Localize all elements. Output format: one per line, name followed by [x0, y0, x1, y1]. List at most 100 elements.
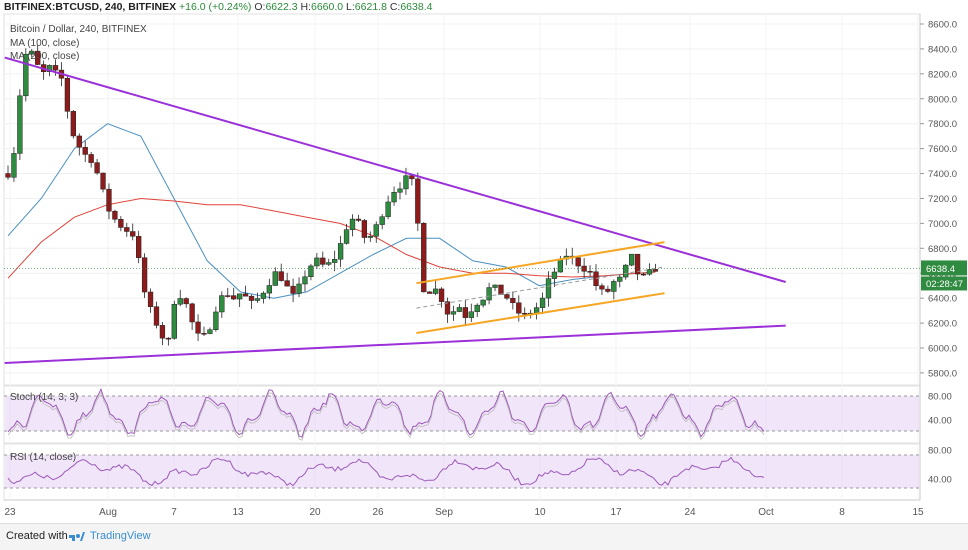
candle [272, 271, 278, 286]
candle [52, 65, 59, 71]
candle [296, 283, 302, 294]
tradingview-link[interactable]: TradingView [90, 530, 151, 542]
candle [516, 302, 522, 314]
rsi-tick-label: 40.00 [928, 475, 952, 486]
legend-ma200[interactable]: MA (200, close) [10, 51, 80, 62]
y-tick-label: 5800.0 [928, 368, 957, 379]
candle [236, 293, 243, 300]
x-tick-label: 26 [372, 507, 384, 518]
candle [403, 175, 409, 190]
y-tick-label: 6000.0 [928, 344, 957, 355]
symbol-name: BITFINEX:BTCUSD, 240, BITFINEX [4, 1, 177, 13]
candle [480, 299, 486, 306]
candle [70, 111, 76, 137]
candle [587, 271, 593, 273]
candle [557, 258, 564, 273]
candle [76, 135, 82, 148]
y-tick-label: 6400.0 [928, 294, 957, 305]
candle [326, 262, 332, 265]
open-label: O: [254, 1, 266, 13]
rsi-line [7, 456, 765, 487]
y-tick-label: 7600.0 [928, 144, 957, 155]
y-tick-label: 7000.0 [928, 219, 957, 230]
candle [88, 154, 94, 163]
legend-ma100[interactable]: MA (100, close) [10, 38, 80, 49]
price-pane [3, 13, 921, 386]
candle [314, 257, 320, 267]
ma200-line [7, 197, 656, 279]
candle [201, 333, 207, 335]
candle [628, 253, 635, 266]
candle [254, 298, 261, 301]
open-value: 6622.3 [265, 1, 298, 13]
candle [427, 291, 433, 294]
candle [302, 276, 308, 285]
x-tick-label: 20 [309, 507, 321, 518]
candle [617, 276, 623, 282]
rsi-label[interactable]: RSI (14, close) [10, 452, 77, 463]
candle [415, 178, 421, 224]
candle [290, 285, 296, 294]
candle [177, 298, 183, 305]
candle [94, 162, 100, 174]
candle [367, 236, 373, 238]
candle [611, 281, 617, 292]
x-tick-label: 7 [171, 507, 177, 518]
candle [397, 188, 403, 193]
candle [183, 298, 189, 305]
x-tick-label: Sep [435, 507, 453, 518]
candle [82, 147, 88, 155]
low-label: L: [346, 1, 355, 13]
candle [391, 192, 397, 203]
candle [599, 285, 605, 290]
candle [450, 311, 457, 315]
candle [343, 229, 350, 244]
candle [118, 219, 124, 228]
candle [605, 288, 611, 292]
candle [260, 292, 267, 299]
y-tick-label: 7400.0 [928, 169, 957, 180]
symbol-header: BITFINEX:BTCUSD, 240, BITFINEX +16.0 (+0… [4, 0, 432, 14]
candle [23, 53, 29, 97]
x-tick-label: Oct [758, 507, 774, 518]
candle [533, 307, 540, 314]
candle [486, 287, 492, 301]
candle [468, 311, 474, 318]
candle [278, 271, 284, 281]
candle [266, 285, 272, 294]
candle [634, 253, 641, 275]
stoch-label[interactable]: Stoch (14, 3, 3) [10, 392, 79, 403]
y-tick-label: 7800.0 [928, 119, 957, 130]
candle [213, 311, 219, 330]
last-price-label: 6638.4 [926, 264, 955, 275]
x-tick-label: 13 [232, 507, 244, 518]
ma100-line [7, 123, 656, 299]
candle [219, 295, 225, 313]
rsi-tick-label: 80.00 [928, 446, 952, 457]
y-tick-label: 8200.0 [928, 69, 957, 80]
created-with-text: Created with [6, 530, 68, 542]
candle [640, 273, 647, 276]
candle [646, 269, 653, 275]
stoch-tick-label: 40.00 [928, 416, 952, 427]
candle [225, 295, 231, 297]
x-tick-label: 8 [839, 507, 845, 518]
candle [444, 301, 451, 315]
candle [284, 280, 290, 287]
channel-upper-line [416, 241, 665, 285]
candle [171, 303, 177, 339]
candle [551, 271, 558, 279]
high-value: 6660.0 [310, 1, 344, 13]
y-tick-label: 6200.0 [928, 319, 957, 330]
candle [11, 153, 17, 178]
candle [136, 236, 142, 258]
candle [355, 218, 362, 221]
y-tick-label: 8600.0 [928, 20, 957, 31]
tradingview-logo-icon [69, 532, 85, 541]
y-tick-label: 8000.0 [928, 94, 957, 105]
candle [35, 50, 41, 65]
candle [504, 294, 510, 299]
low-value: 6621.8 [354, 1, 387, 13]
candle [153, 306, 160, 326]
